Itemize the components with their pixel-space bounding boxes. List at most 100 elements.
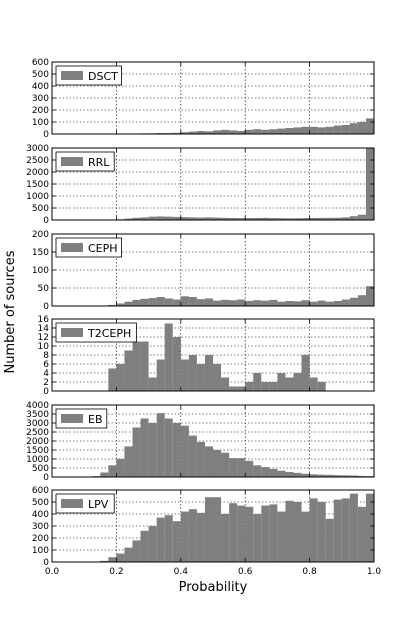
bar: [245, 218, 254, 220]
y-tick-label: 3500: [26, 410, 49, 420]
bar: [188, 509, 197, 562]
bar: [245, 460, 254, 477]
x-axis-label: Probability: [179, 580, 248, 595]
bar: [180, 359, 189, 391]
bar: [204, 131, 213, 134]
bar: [293, 472, 302, 477]
bar: [317, 300, 326, 306]
bar: [309, 474, 318, 477]
y-tick-label: 0: [43, 302, 49, 312]
bar: [325, 301, 334, 306]
bar: [317, 127, 326, 134]
y-tick-label: 14: [38, 324, 50, 334]
bar: [349, 297, 358, 306]
bar: [277, 218, 286, 220]
bar: [132, 299, 141, 306]
bar: [180, 132, 189, 134]
bar: [325, 518, 334, 562]
bar: [180, 217, 189, 220]
bar: [285, 377, 294, 391]
bar: [253, 129, 262, 134]
bar: [253, 514, 262, 562]
bar: [140, 217, 149, 220]
bar: [172, 423, 181, 477]
panel-ceph: 0 50 100 150 200 CEPH: [32, 230, 375, 312]
bar: [221, 452, 230, 477]
y-tick-label: 8: [43, 351, 49, 361]
bar: [124, 218, 133, 220]
bar: [309, 498, 318, 562]
bar: [237, 386, 246, 391]
bar: [124, 547, 133, 562]
bar: [285, 218, 294, 220]
bar: [164, 418, 173, 477]
y-tick-label: 300: [32, 94, 49, 104]
bar: [204, 446, 213, 477]
bar: [365, 118, 374, 134]
legend-label: EB: [88, 413, 103, 426]
bar: [180, 296, 189, 306]
y-tick-label: 200: [32, 534, 49, 544]
y-tick-label: 500: [32, 204, 49, 214]
bar: [285, 500, 294, 562]
bar: [285, 128, 294, 134]
bar: [261, 217, 270, 220]
bar: [188, 297, 197, 306]
bar: [108, 368, 117, 391]
bar: [172, 521, 181, 562]
bar: [221, 299, 230, 306]
bar: [172, 337, 181, 391]
bar: [357, 475, 366, 477]
bar: [140, 418, 149, 477]
bar: [204, 355, 213, 391]
bar: [277, 128, 286, 134]
y-tick-label: 2000: [26, 168, 49, 178]
legend-label: LPV: [88, 498, 109, 511]
bar: [349, 493, 358, 562]
bar: [148, 423, 157, 477]
x-tick-label: 1.0: [367, 567, 382, 577]
bar: [213, 497, 222, 562]
y-tick-label: 100: [32, 546, 49, 556]
y-tick-label: 100: [32, 118, 49, 128]
y-tick-label: 10: [38, 342, 50, 352]
bar: [164, 323, 173, 391]
bar: [196, 131, 205, 134]
bar: [261, 300, 270, 306]
bar: [132, 217, 141, 220]
bar: [253, 465, 262, 477]
legend-t2ceph: T2CEPH: [55, 322, 137, 343]
bar: [196, 364, 205, 391]
y-tick-label: 2000: [26, 437, 49, 447]
legend-lpv: LPV: [55, 493, 115, 514]
bar: [333, 217, 342, 220]
bar: [196, 299, 205, 306]
legend-ceph: CEPH: [55, 237, 122, 258]
bar: [229, 386, 238, 391]
bar: [341, 217, 350, 220]
y-tick-label: 4000: [26, 401, 49, 411]
x-tick-label: 0.2: [109, 567, 123, 577]
bar: [196, 512, 205, 562]
bar: [317, 382, 326, 391]
legend-label: DSCT: [88, 70, 118, 83]
bar: [221, 129, 230, 134]
bar: [325, 217, 334, 220]
bar: [204, 298, 213, 306]
bar: [172, 216, 181, 220]
bar: [124, 301, 133, 306]
bar: [116, 364, 125, 391]
bar: [164, 216, 173, 220]
legend-swatch: [61, 157, 83, 166]
bar: [285, 300, 294, 306]
bar: [325, 126, 334, 134]
legend-label: RRL: [88, 156, 110, 169]
y-tick-label: 500: [32, 498, 49, 508]
bar: [156, 413, 165, 477]
x-tick-label: 0.6: [238, 567, 253, 577]
y-tick-label: 2500: [26, 428, 49, 438]
legend-box: [55, 237, 122, 258]
bar: [229, 217, 238, 220]
bar: [148, 216, 157, 220]
